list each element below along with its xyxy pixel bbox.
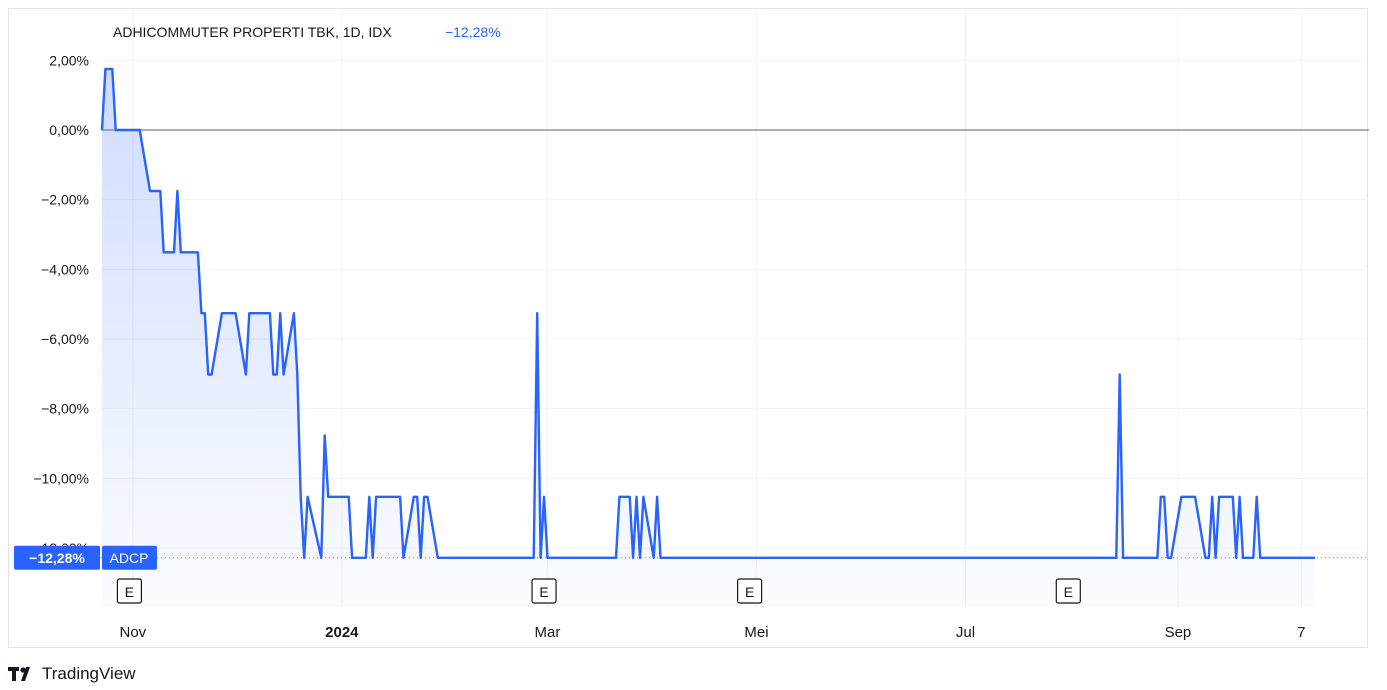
- tradingview-logo-icon: [8, 667, 30, 681]
- y-tick-label: −6,00%: [41, 331, 89, 347]
- y-tick-label: −2,00%: [41, 192, 89, 208]
- brand-name: TradingView: [42, 664, 136, 683]
- chart-legend: ADHICOMMUTER PROPERTI TBK, 1D, IDX −12,2…: [113, 24, 501, 40]
- x-tick-label: Mei: [744, 624, 768, 641]
- symbol-text: ADCP: [110, 550, 149, 566]
- earnings-marker-label: E: [1064, 584, 1073, 600]
- x-tick-label: Mar: [535, 624, 561, 641]
- grid: [101, 9, 1369, 607]
- area-fill: [102, 69, 1315, 607]
- earnings-marker-label: E: [125, 584, 134, 600]
- x-tick-label: 2024: [325, 624, 359, 641]
- last-value-text: −12,28%: [29, 550, 85, 566]
- x-tick-label: Jul: [956, 624, 975, 641]
- series-path: [100, 67, 1315, 559]
- chart-panel[interactable]: 2,00% 0,00% −2,00% −4,00% −6,00% −8,00% −10,00…: [8, 8, 1369, 649]
- earnings-marker[interactable]: [531, 578, 557, 604]
- line-chart[interactable]: 2,00% 0,00% −2,00% −4,00% −6,00% −8,00% −10,00…: [9, 9, 1369, 649]
- earnings-marker-label: E: [539, 584, 548, 600]
- earnings-marker[interactable]: [1055, 578, 1081, 604]
- y-axis: 2,00% 0,00% −2,00% −4,00% −6,00% −8,00% −10,00…: [33, 52, 89, 556]
- area-shape: [102, 69, 1315, 607]
- y-tick-label: 2,00%: [49, 52, 89, 68]
- x-tick-label: 7: [1297, 624, 1305, 641]
- x-axis: Nov 2024 Mar Mei Jul Sep 7: [119, 624, 1305, 641]
- branding[interactable]: TradingView: [8, 664, 136, 684]
- y-tick-label: −8,00%: [41, 401, 89, 417]
- change-value: −12,28%: [445, 24, 501, 40]
- earnings-marker[interactable]: [737, 578, 763, 604]
- series-line: [100, 67, 1315, 559]
- last-value-badge: [14, 545, 100, 570]
- x-tick-label: Nov: [119, 624, 146, 641]
- last-value-labels: −12,28% ADCP: [14, 545, 157, 570]
- earnings-marker[interactable]: [116, 578, 143, 604]
- x-tick-label: Sep: [1165, 624, 1192, 641]
- y-tick-label: −10,00%: [33, 470, 89, 486]
- y-tick-label: 0,00%: [49, 122, 89, 138]
- earnings-marker-label: E: [745, 584, 754, 600]
- symbol-badge: [102, 545, 157, 570]
- chart-title: ADHICOMMUTER PROPERTI TBK, 1D, IDX: [113, 24, 392, 40]
- y-tick-label: −4,00%: [41, 261, 89, 277]
